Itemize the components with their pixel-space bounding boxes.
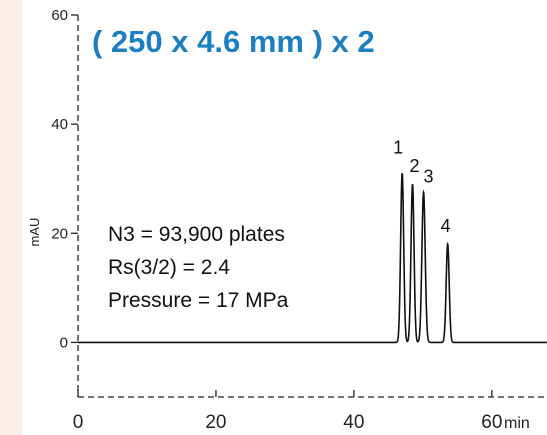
peak-label: 2 xyxy=(409,156,419,176)
peak-label: 1 xyxy=(393,137,403,157)
label-layer: 123 4 xyxy=(393,137,451,236)
x-tick-label: 0 xyxy=(73,412,84,433)
y-tick-label: 0 xyxy=(60,334,68,351)
x-tick-label: 40 xyxy=(343,412,364,433)
peak-label: 3 xyxy=(424,166,434,186)
x-tick-label: 60 xyxy=(481,412,502,433)
x-tick-label: 20 xyxy=(205,412,226,433)
trace-layer xyxy=(78,173,547,344)
annotation-pressure: Pressure = 17 MPa xyxy=(108,289,289,312)
annotation-resolution: Rs(3/2) = 2.4 xyxy=(108,256,230,279)
chromatogram-trace xyxy=(78,173,547,344)
chart-title: ( 250 x 4.6 mm ) x 2 xyxy=(92,24,375,59)
y-tick-label: 40 xyxy=(51,116,68,133)
y-tick-label: 20 xyxy=(51,225,68,242)
y-axis-label: mAU xyxy=(27,218,42,247)
axes-layer: 0 20 40 60 0 20 40 60 xyxy=(51,7,547,433)
x-axis-unit: min xyxy=(504,415,530,432)
peak-label: 4 xyxy=(441,216,451,236)
y-tick-label: 60 xyxy=(51,7,68,24)
annotation-plates: N3 = 93,900 plates xyxy=(108,223,285,246)
left-margin-strip xyxy=(0,0,22,435)
